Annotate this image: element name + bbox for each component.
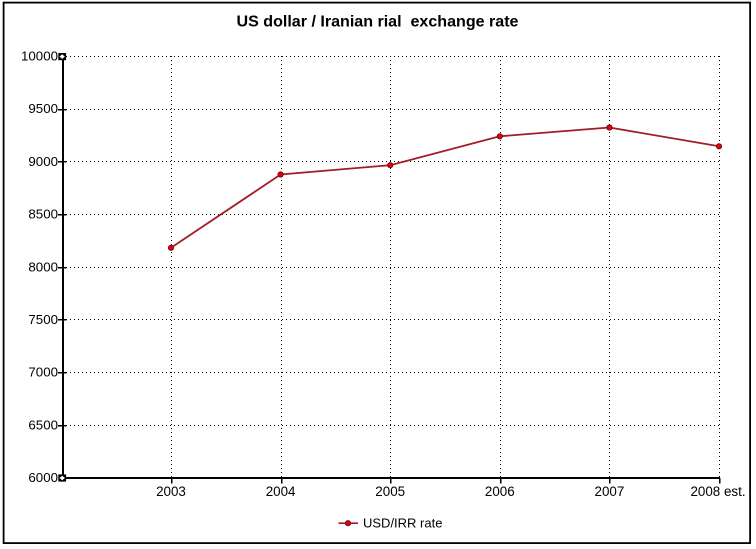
svg-text:2006: 2006 [485, 484, 515, 499]
svg-text:2003: 2003 [156, 484, 186, 499]
svg-text:2008 est.: 2008 est. [690, 484, 745, 499]
svg-text:9500: 9500 [28, 101, 58, 116]
svg-text:6500: 6500 [28, 417, 58, 432]
svg-text:2005: 2005 [375, 484, 405, 499]
svg-text:10000: 10000 [21, 49, 58, 64]
svg-text:USD/IRR rate: USD/IRR rate [363, 516, 442, 531]
svg-text:6000: 6000 [28, 470, 58, 485]
svg-text:8000: 8000 [28, 259, 58, 274]
svg-text:2004: 2004 [266, 484, 296, 499]
svg-text:2007: 2007 [595, 484, 625, 499]
svg-text:7000: 7000 [28, 365, 58, 380]
svg-text:US dollar / Iranian rial exch: US dollar / Iranian rial exchange rate [237, 13, 519, 30]
svg-text:7500: 7500 [28, 312, 58, 327]
svg-text:8500: 8500 [28, 207, 58, 222]
svg-text:9000: 9000 [28, 154, 58, 169]
